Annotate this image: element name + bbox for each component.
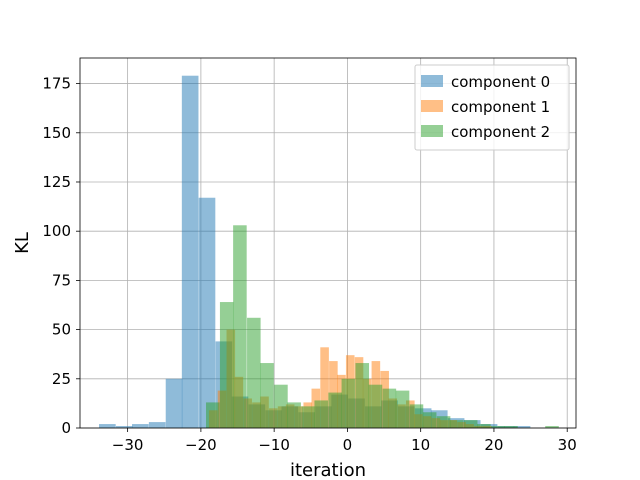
histogram-bar bbox=[99, 424, 116, 428]
y-tick-label: 50 bbox=[52, 321, 71, 339]
histogram-bar bbox=[314, 400, 328, 428]
y-tick-label: 125 bbox=[42, 173, 71, 191]
histogram-bar bbox=[301, 406, 315, 428]
y-tick-label: 25 bbox=[52, 370, 71, 388]
histogram-bars bbox=[99, 75, 559, 428]
histogram-bar bbox=[320, 347, 329, 428]
x-axis-label: iteration bbox=[290, 460, 366, 480]
histogram-bar bbox=[341, 378, 356, 428]
y-axis-label: KL bbox=[12, 232, 33, 254]
histogram-bar bbox=[436, 416, 451, 428]
axes-frame bbox=[79, 57, 577, 429]
legend-label: component 2 bbox=[451, 123, 550, 141]
legend-swatch bbox=[421, 125, 443, 137]
histogram-bar bbox=[181, 75, 199, 428]
x-tick-label: −20 bbox=[185, 436, 217, 454]
x-tick-label: −30 bbox=[112, 436, 144, 454]
histogram-bar bbox=[260, 363, 274, 428]
x-tick-label: 10 bbox=[411, 436, 430, 454]
histogram-bar bbox=[247, 317, 261, 428]
legend-label: component 1 bbox=[451, 98, 550, 116]
y-axis-ticks: 0 25 50 75 100 125 150 175 bbox=[42, 75, 80, 437]
histogram-bar bbox=[382, 388, 397, 428]
histogram-bar bbox=[219, 302, 234, 428]
x-axis-ticks: −30 −20 −10 0 10 20 30 bbox=[112, 428, 577, 454]
histogram-bar bbox=[274, 384, 288, 428]
legend-swatch bbox=[421, 100, 443, 112]
legend: component 0 component 1 component 2 bbox=[414, 64, 570, 151]
histogram-bar bbox=[409, 404, 424, 428]
histogram-bar bbox=[206, 402, 220, 428]
histogram-bar bbox=[422, 412, 437, 428]
y-tick-label: 75 bbox=[52, 271, 71, 289]
histogram-bar bbox=[545, 426, 559, 428]
histogram-bar bbox=[148, 422, 166, 428]
x-tick-label: −10 bbox=[258, 436, 290, 454]
histogram-bar bbox=[368, 384, 383, 428]
histogram-bar bbox=[328, 392, 342, 428]
histogram-bar bbox=[504, 426, 518, 428]
histogram-bar bbox=[513, 426, 531, 428]
histogram-bar bbox=[287, 402, 301, 428]
series-2-bars bbox=[206, 225, 559, 428]
legend-box bbox=[414, 64, 570, 151]
histogram-bar bbox=[477, 424, 491, 428]
legend-label: component 0 bbox=[451, 73, 550, 91]
x-tick-label: 0 bbox=[343, 436, 353, 454]
histogram-bar bbox=[491, 426, 505, 428]
y-tick-label: 100 bbox=[42, 222, 71, 240]
y-tick-label: 150 bbox=[42, 124, 71, 142]
histogram-bar bbox=[165, 378, 183, 428]
histogram-bar bbox=[449, 420, 464, 428]
histogram-bar bbox=[198, 197, 216, 428]
histogram-bar bbox=[233, 225, 247, 428]
x-tick-label: 30 bbox=[558, 436, 577, 454]
histogram-bar bbox=[132, 424, 149, 428]
y-tick-label: 0 bbox=[61, 419, 71, 437]
histogram-bar bbox=[115, 426, 133, 428]
histogram-bar bbox=[355, 363, 370, 428]
legend-swatch bbox=[421, 75, 443, 87]
y-tick-label: 175 bbox=[42, 75, 71, 93]
histogram-bar bbox=[395, 390, 410, 428]
histogram-bar bbox=[463, 420, 478, 428]
x-tick-label: 20 bbox=[484, 436, 503, 454]
